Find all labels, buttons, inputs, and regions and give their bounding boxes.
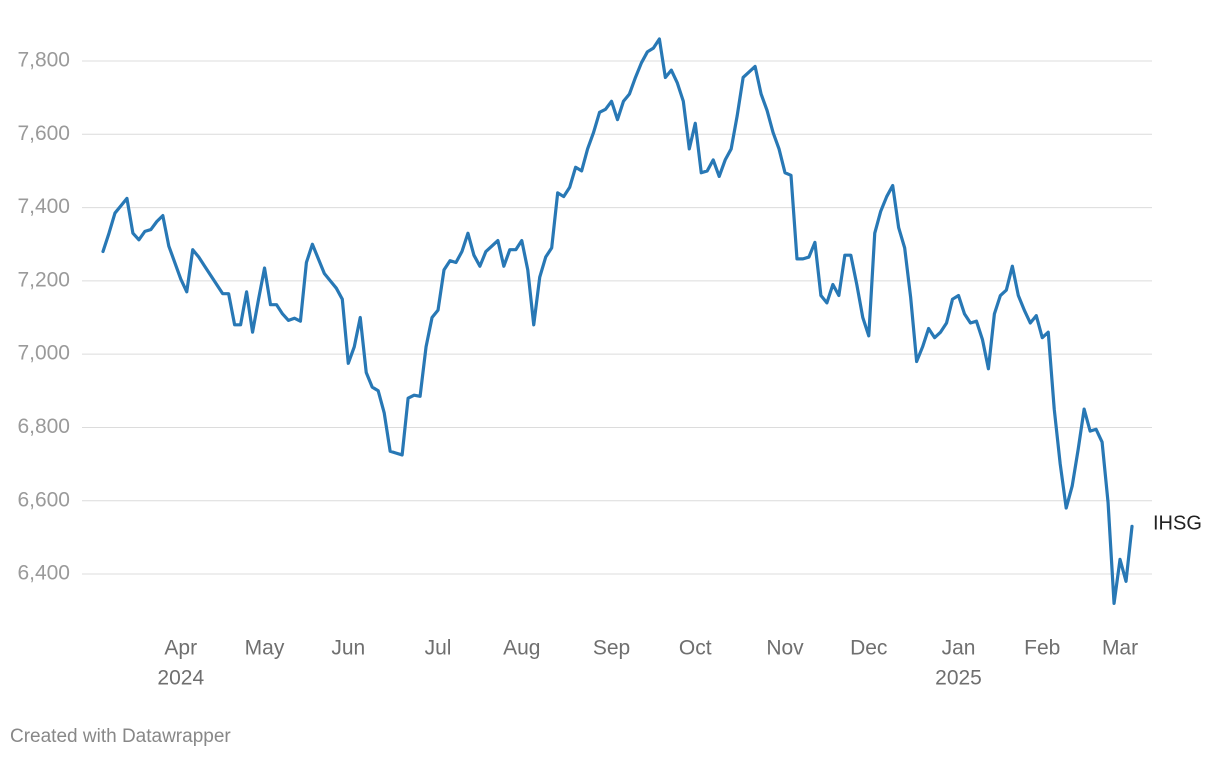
y-tick-label: 7,200 bbox=[17, 268, 70, 291]
x-tick-label: Apr bbox=[164, 637, 197, 660]
x-tick-label: Mar bbox=[1102, 637, 1138, 660]
x-tick-year: 2025 bbox=[935, 667, 982, 690]
line bbox=[101, 37, 1134, 605]
credit: Created with Datawrapper bbox=[10, 726, 231, 747]
x-tick-label: Nov bbox=[766, 637, 804, 660]
y-tick-label: 7,800 bbox=[17, 49, 70, 72]
y-tick-label: 7,600 bbox=[17, 122, 70, 145]
x-tick-label: Oct bbox=[679, 637, 712, 660]
x-tick-label: Jul bbox=[425, 637, 452, 660]
y-tick-label: 7,400 bbox=[17, 195, 70, 218]
x-tick-label: Feb bbox=[1024, 637, 1060, 660]
x-tick-label: May bbox=[245, 637, 285, 660]
y-tick-label: 6,600 bbox=[17, 488, 70, 511]
y-tick-label: 7,000 bbox=[17, 342, 70, 365]
x-tick-label: Dec bbox=[850, 637, 887, 660]
x-tick-label: Sep bbox=[593, 637, 630, 660]
y-tick-label: 6,800 bbox=[17, 415, 70, 438]
x-tick-label: Aug bbox=[503, 637, 540, 660]
x-tick-year: 2024 bbox=[157, 667, 204, 690]
x-tick-label: Jun bbox=[331, 637, 365, 660]
x-tick-label: Jan bbox=[942, 637, 976, 660]
series-label: IHSG bbox=[1153, 513, 1202, 535]
y-tick-label: 6,400 bbox=[17, 562, 70, 585]
